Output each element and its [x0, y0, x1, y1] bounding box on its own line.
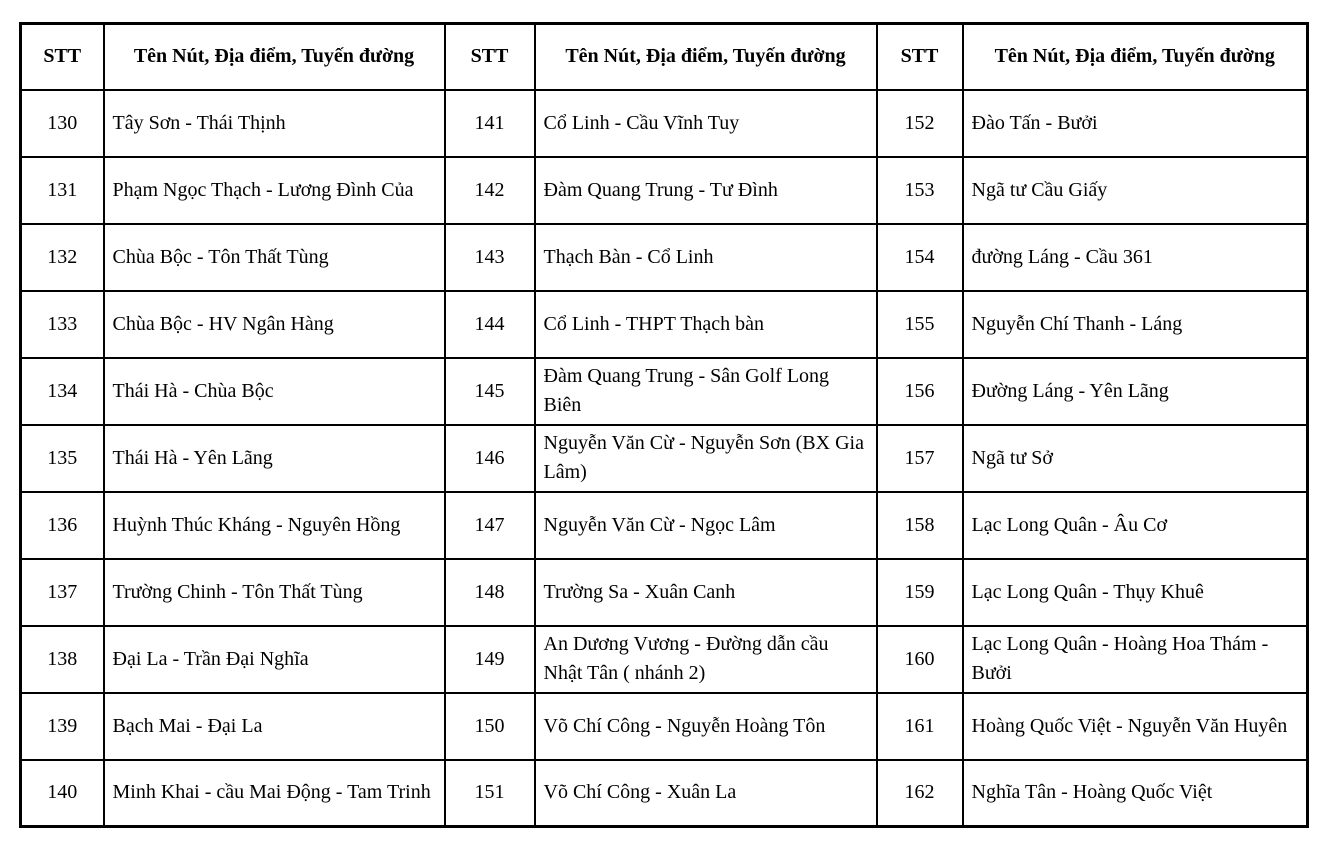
stt-cell: 158: [875, 490, 964, 560]
route-name-cell: Đại La - Trần Đại Nghĩa: [102, 624, 446, 694]
stt-cell: 136: [19, 490, 105, 560]
table-row: 137 Trường Chinh - Tôn Thất Tùng 148 Trư…: [19, 557, 1309, 627]
route-name-cell: Võ Chí Công - Nguyễn Hoàng Tôn: [533, 691, 878, 761]
route-name-cell: Bạch Mai - Đại La: [102, 691, 446, 761]
stt-cell: 161: [875, 691, 964, 761]
table-row: 133 Chùa Bộc - HV Ngân Hàng 144 Cổ Linh …: [19, 289, 1309, 359]
table-row: 136 Huỳnh Thúc Kháng - Nguyên Hồng 147 N…: [19, 490, 1309, 560]
stt-cell: 130: [19, 88, 105, 158]
stt-cell: 138: [19, 624, 105, 694]
stt-header: STT: [875, 22, 964, 91]
table-row: 135 Thái Hà - Yên Lãng 146 Nguyễn Văn Cừ…: [19, 423, 1309, 493]
stt-cell: 145: [443, 356, 536, 426]
route-name-cell: Phạm Ngọc Thạch - Lương Đình Của: [102, 155, 446, 225]
route-name-cell: Chùa Bộc - HV Ngân Hàng: [102, 289, 446, 359]
route-name-cell: Ngã tư Sở: [961, 423, 1309, 493]
route-name-cell: Nguyễn Chí Thanh - Láng: [961, 289, 1309, 359]
route-name-cell: Thái Hà - Yên Lãng: [102, 423, 446, 493]
stt-cell: 152: [875, 88, 964, 158]
route-name-cell: Lạc Long Quân - Thụy Khuê: [961, 557, 1309, 627]
table-row: 138 Đại La - Trần Đại Nghĩa 149 An Dương…: [19, 624, 1309, 694]
table-row: 140 Minh Khai - cầu Mai Động - Tam Trinh…: [19, 758, 1309, 828]
route-name-cell: Đàm Quang Trung - Tư Đình: [533, 155, 878, 225]
route-name-cell: An Dương Vương - Đường dẫn cầu Nhật Tân …: [533, 624, 878, 694]
table-row: 134 Thái Hà - Chùa Bộc 145 Đàm Quang Tru…: [19, 356, 1309, 426]
route-name-cell: Đào Tấn - Bưởi: [961, 88, 1309, 158]
route-name-cell: Nghĩa Tân - Hoàng Quốc Việt: [961, 758, 1309, 828]
table-row: 132 Chùa Bộc - Tôn Thất Tùng 143 Thạch B…: [19, 222, 1309, 292]
route-name-cell: Cổ Linh - THPT Thạch bàn: [533, 289, 878, 359]
route-name-header: Tên Nút, Địa điểm, Tuyến đường: [961, 22, 1309, 91]
route-name-cell: Võ Chí Công - Xuân La: [533, 758, 878, 828]
stt-cell: 140: [19, 758, 105, 828]
stt-cell: 135: [19, 423, 105, 493]
stt-cell: 144: [443, 289, 536, 359]
stt-cell: 154: [875, 222, 964, 292]
header-row: STT Tên Nút, Địa điểm, Tuyến đường STT T…: [19, 22, 1309, 91]
stt-cell: 149: [443, 624, 536, 694]
stt-cell: 143: [443, 222, 536, 292]
route-name-cell: đường Láng - Cầu 361: [961, 222, 1309, 292]
stt-header: STT: [19, 22, 105, 91]
table-row: 139 Bạch Mai - Đại La 150 Võ Chí Công - …: [19, 691, 1309, 761]
stt-cell: 132: [19, 222, 105, 292]
route-name-cell: Đường Láng - Yên Lãng: [961, 356, 1309, 426]
route-name-cell: Tây Sơn - Thái Thịnh: [102, 88, 446, 158]
stt-cell: 162: [875, 758, 964, 828]
route-name-cell: Cổ Linh - Cầu Vĩnh Tuy: [533, 88, 878, 158]
stt-cell: 134: [19, 356, 105, 426]
stt-cell: 157: [875, 423, 964, 493]
route-name-cell: Đàm Quang Trung - Sân Golf Long Biên: [533, 356, 878, 426]
stt-cell: 155: [875, 289, 964, 359]
stt-header: STT: [443, 22, 536, 91]
route-name-header: Tên Nút, Địa điểm, Tuyến đường: [533, 22, 878, 91]
stt-cell: 148: [443, 557, 536, 627]
table-row: 131 Phạm Ngọc Thạch - Lương Đình Của 142…: [19, 155, 1309, 225]
intersections-table: STT Tên Nút, Địa điểm, Tuyến đường STT T…: [19, 22, 1309, 828]
route-name-cell: Minh Khai - cầu Mai Động - Tam Trinh: [102, 758, 446, 828]
stt-cell: 141: [443, 88, 536, 158]
table-row: 130 Tây Sơn - Thái Thịnh 141 Cổ Linh - C…: [19, 88, 1309, 158]
route-name-cell: Thái Hà - Chùa Bộc: [102, 356, 446, 426]
stt-cell: 147: [443, 490, 536, 560]
stt-cell: 142: [443, 155, 536, 225]
stt-cell: 131: [19, 155, 105, 225]
route-name-cell: Nguyễn Văn Cừ - Ngọc Lâm: [533, 490, 878, 560]
stt-cell: 159: [875, 557, 964, 627]
stt-cell: 153: [875, 155, 964, 225]
stt-cell: 137: [19, 557, 105, 627]
route-name-cell: Ngã tư Cầu Giấy: [961, 155, 1309, 225]
stt-cell: 151: [443, 758, 536, 828]
stt-cell: 156: [875, 356, 964, 426]
route-name-cell: Hoàng Quốc Việt - Nguyễn Văn Huyên: [961, 691, 1309, 761]
route-name-header: Tên Nút, Địa điểm, Tuyến đường: [102, 22, 446, 91]
route-name-cell: Trường Sa - Xuân Canh: [533, 557, 878, 627]
route-name-cell: Chùa Bộc - Tôn Thất Tùng: [102, 222, 446, 292]
stt-cell: 146: [443, 423, 536, 493]
stt-cell: 133: [19, 289, 105, 359]
route-name-cell: Huỳnh Thúc Kháng - Nguyên Hồng: [102, 490, 446, 560]
stt-cell: 139: [19, 691, 105, 761]
route-name-cell: Lạc Long Quân - Hoàng Hoa Thám - Bưởi: [961, 624, 1309, 694]
route-name-cell: Trường Chinh - Tôn Thất Tùng: [102, 557, 446, 627]
route-name-cell: Thạch Bàn - Cổ Linh: [533, 222, 878, 292]
stt-cell: 160: [875, 624, 964, 694]
stt-cell: 150: [443, 691, 536, 761]
route-name-cell: Lạc Long Quân - Âu Cơ: [961, 490, 1309, 560]
route-name-cell: Nguyễn Văn Cừ - Nguyễn Sơn (BX Gia Lâm): [533, 423, 878, 493]
